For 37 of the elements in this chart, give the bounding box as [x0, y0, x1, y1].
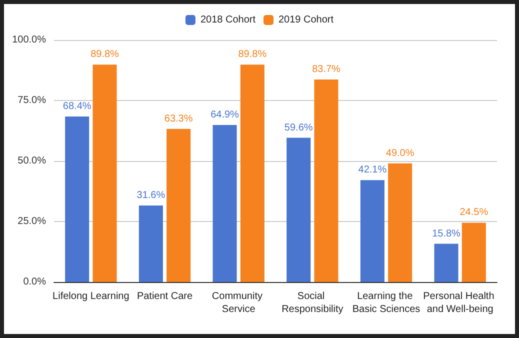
bar	[462, 222, 486, 282]
bar	[92, 64, 117, 282]
legend-label: 2019 Cohort	[278, 14, 334, 26]
data-label: 59.6%	[284, 122, 313, 134]
x-tick-label: Learning the Basic Sciences	[352, 291, 420, 315]
y-tick-label: 75.0%	[18, 95, 46, 106]
data-label: 68.4%	[62, 100, 92, 112]
data-label: 63.3%	[164, 113, 193, 124]
y-tick-label: 100.0%	[12, 34, 46, 46]
x-tick-label: Patient Care	[136, 291, 193, 302]
bar	[65, 116, 90, 282]
data-label: 89.8%	[238, 49, 267, 60]
bar	[240, 64, 264, 282]
data-label: 89.8%	[90, 49, 120, 60]
bar	[314, 79, 338, 282]
x-tick-label: Lifelong Learning	[52, 291, 130, 302]
data-label: 49.0%	[386, 148, 414, 159]
x-tick-label: Social Responsibility	[282, 291, 344, 315]
x-tick-label: Community Service	[212, 291, 266, 315]
bar	[212, 124, 237, 282]
x-tick-label: Personal Health and Well-being	[423, 291, 498, 315]
data-label: 24.5%	[460, 207, 488, 218]
y-tick-label: 0.0%	[23, 276, 46, 288]
data-label: 64.9%	[210, 109, 240, 120]
data-label: 42.1%	[358, 164, 387, 176]
y-tick-label: 50.0%	[18, 156, 46, 166]
bar	[166, 128, 191, 282]
bar	[286, 138, 311, 282]
legend-label: 2018 Cohort	[200, 14, 256, 26]
bar	[138, 206, 163, 282]
bar	[388, 163, 412, 282]
bar	[434, 244, 458, 282]
data-label: 15.8%	[432, 228, 461, 240]
y-tick-label: 25.0%	[18, 216, 46, 227]
bar	[360, 180, 384, 282]
data-label: 31.6%	[136, 190, 166, 202]
data-label: 83.7%	[312, 64, 341, 75]
